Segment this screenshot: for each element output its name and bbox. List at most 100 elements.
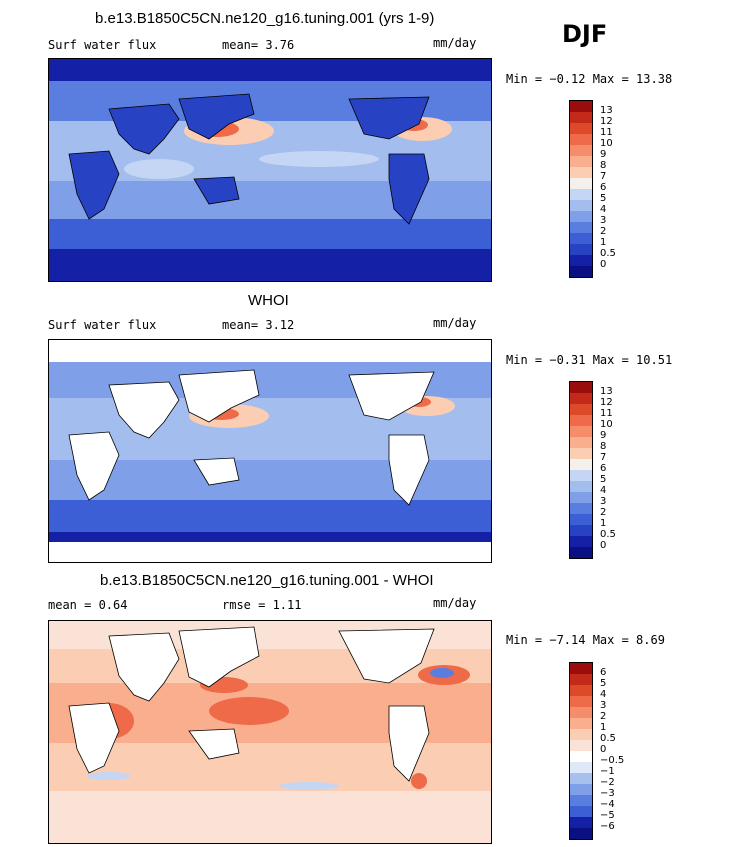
colorbar-segment bbox=[570, 222, 592, 233]
cb2-label: 4 bbox=[600, 485, 607, 496]
difference-flux-map bbox=[48, 620, 492, 844]
panel3-colorbar-labels: 6 5 4 3 2 1 0.5 0 −0.5 −1 −2 −3 −4 −5 −6 bbox=[600, 662, 640, 838]
cb3-label: 2 bbox=[600, 711, 607, 722]
colorbar-segment bbox=[570, 784, 592, 795]
colorbar-segment bbox=[570, 255, 592, 266]
panel3-mean: mean = 0.64 bbox=[48, 598, 128, 612]
colorbar-segment bbox=[570, 211, 592, 222]
colorbar-segment bbox=[570, 547, 592, 558]
colorbar-segment bbox=[570, 404, 592, 415]
panel2-mean: mean= 3.12 bbox=[222, 318, 295, 332]
colorbar-segment bbox=[570, 189, 592, 200]
panel1-colorbar-labels: 13 12 11 10 9 8 7 6 5 4 3 2 1 0.5 0 bbox=[600, 100, 640, 276]
cb1-label: 7 bbox=[600, 171, 607, 182]
colorbar-segment bbox=[570, 101, 592, 112]
panel3-units: mm/day bbox=[433, 596, 477, 610]
colorbar-segment bbox=[570, 718, 592, 729]
panel2-variable-label: Surf water flux bbox=[48, 318, 157, 332]
colorbar-segment bbox=[570, 393, 592, 404]
colorbar-segment bbox=[570, 415, 592, 426]
colorbar-segment bbox=[570, 503, 592, 514]
cb1-label: 0.5 bbox=[600, 248, 616, 259]
cb3-label: 3 bbox=[600, 700, 607, 711]
colorbar-segment bbox=[570, 200, 592, 211]
cb3-label: −6 bbox=[600, 821, 615, 832]
panel1-mean: mean= 3.76 bbox=[222, 38, 295, 52]
panel3-minmax: Min = −7.14 Max = 8.69 bbox=[506, 633, 665, 647]
cb1-label: 6 bbox=[600, 182, 607, 193]
colorbar-segment bbox=[570, 233, 592, 244]
panel1-minmax: Min = −0.12 Max = 13.38 bbox=[506, 72, 673, 86]
cb1-label: 8 bbox=[600, 160, 607, 171]
colorbar-segment bbox=[570, 674, 592, 685]
cb2-label: 5 bbox=[600, 474, 607, 485]
cb2-label: 8 bbox=[600, 441, 607, 452]
cb3-label: −0.5 bbox=[600, 755, 625, 766]
cb2-label: 12 bbox=[600, 397, 613, 408]
cb3-label: −2 bbox=[600, 777, 615, 788]
colorbar-segment bbox=[570, 729, 592, 740]
panel1-title: b.e13.B1850C5CN.ne120_g16.tuning.001 (yr… bbox=[95, 10, 435, 27]
cb2-label: 6 bbox=[600, 463, 607, 474]
cb3-label: 0 bbox=[600, 744, 607, 755]
colorbar-segment bbox=[570, 773, 592, 784]
colorbar-segment bbox=[570, 123, 592, 134]
colorbar-segment bbox=[570, 167, 592, 178]
cb3-label: −4 bbox=[600, 799, 615, 810]
colorbar-segment bbox=[570, 266, 592, 277]
cb2-label: 13 bbox=[600, 386, 613, 397]
cb1-label: 0 bbox=[600, 259, 607, 270]
panel2-title: WHOI bbox=[248, 292, 289, 309]
colorbar-segment bbox=[570, 514, 592, 525]
colorbar-segment bbox=[570, 448, 592, 459]
colorbar-segment bbox=[570, 536, 592, 547]
colorbar-segment bbox=[570, 382, 592, 393]
whoi-flux-map bbox=[48, 339, 492, 563]
colorbar-segment bbox=[570, 492, 592, 503]
colorbar-segment bbox=[570, 663, 592, 674]
cb3-label: 4 bbox=[600, 689, 607, 700]
cb1-label: 13 bbox=[600, 105, 613, 116]
model-flux-map bbox=[48, 58, 492, 282]
colorbar-segment bbox=[570, 178, 592, 189]
colorbar-segment bbox=[570, 685, 592, 696]
cb2-label: 3 bbox=[600, 496, 607, 507]
colorbar-segment bbox=[570, 707, 592, 718]
cb1-label: 5 bbox=[600, 193, 607, 204]
colorbar-segment bbox=[570, 481, 592, 492]
panel1-units: mm/day bbox=[433, 36, 477, 50]
cb2-label: 0 bbox=[600, 540, 607, 551]
cb1-label: 3 bbox=[600, 215, 607, 226]
cb1-label: 12 bbox=[600, 116, 613, 127]
panel2-units: mm/day bbox=[433, 316, 477, 330]
cb1-label: 4 bbox=[600, 204, 607, 215]
colorbar-segment bbox=[570, 470, 592, 481]
colorbar-segment bbox=[570, 156, 592, 167]
cb3-label: 0.5 bbox=[600, 733, 616, 744]
cb1-label: 2 bbox=[600, 226, 607, 237]
colorbar-segment bbox=[570, 696, 592, 707]
panel3-rmse: rmse = 1.11 bbox=[222, 598, 302, 612]
cb1-label: 10 bbox=[600, 138, 613, 149]
colorbar-segment bbox=[570, 762, 592, 773]
colorbar-segment bbox=[570, 112, 592, 123]
season-label: DJF bbox=[562, 20, 608, 48]
colorbar-segment bbox=[570, 459, 592, 470]
colorbar-segment bbox=[570, 134, 592, 145]
panel2-colorbar-labels: 13 12 11 10 9 8 7 6 5 4 3 2 1 0.5 0 bbox=[600, 381, 640, 557]
cb3-label: 6 bbox=[600, 667, 607, 678]
colorbar-segment bbox=[570, 525, 592, 536]
cb1-label: 1 bbox=[600, 237, 607, 248]
cb3-label: −5 bbox=[600, 810, 615, 821]
colorbar-segment bbox=[570, 795, 592, 806]
colorbar-segment bbox=[570, 751, 592, 762]
panel1-colorbar bbox=[569, 100, 593, 278]
cb1-label: 11 bbox=[600, 127, 613, 138]
cb2-label: 7 bbox=[600, 452, 607, 463]
cb1-label: 9 bbox=[600, 149, 607, 160]
panel3-title: b.e13.B1850C5CN.ne120_g16.tuning.001 - W… bbox=[100, 572, 434, 589]
colorbar-segment bbox=[570, 244, 592, 255]
cb2-label: 10 bbox=[600, 419, 613, 430]
cb3-label: −3 bbox=[600, 788, 615, 799]
cb3-label: −1 bbox=[600, 766, 615, 777]
